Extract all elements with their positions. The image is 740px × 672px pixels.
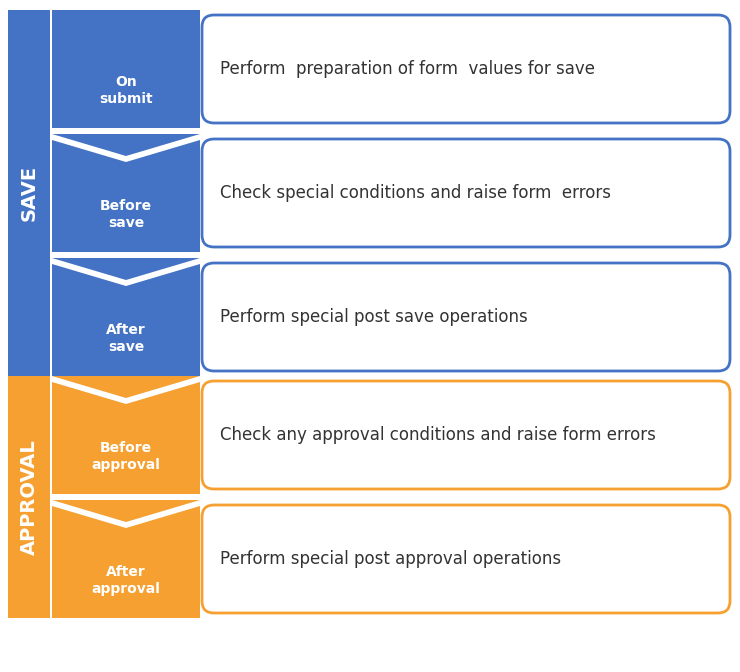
- Polygon shape: [52, 134, 200, 162]
- Text: Perform  preparation of form  values for save: Perform preparation of form values for s…: [220, 60, 595, 78]
- Text: Check special conditions and raise form  errors: Check special conditions and raise form …: [220, 184, 611, 202]
- Bar: [52, 128, 200, 134]
- Text: After
save: After save: [106, 323, 146, 354]
- Bar: [8, 376, 50, 618]
- Text: After
approval: After approval: [92, 564, 161, 596]
- Bar: [52, 10, 200, 376]
- Text: APPROVAL: APPROVAL: [19, 439, 38, 555]
- Text: Perform special post save operations: Perform special post save operations: [220, 308, 528, 326]
- Polygon shape: [52, 258, 200, 286]
- Text: Before
save: Before save: [100, 199, 152, 230]
- Polygon shape: [52, 500, 200, 618]
- Bar: [52, 494, 200, 500]
- Bar: [52, 376, 200, 618]
- Polygon shape: [52, 258, 200, 376]
- Text: Check any approval conditions and raise form errors: Check any approval conditions and raise …: [220, 426, 656, 444]
- Polygon shape: [52, 376, 200, 404]
- Polygon shape: [52, 500, 200, 528]
- FancyBboxPatch shape: [202, 15, 730, 123]
- FancyBboxPatch shape: [202, 381, 730, 489]
- FancyBboxPatch shape: [202, 263, 730, 371]
- Text: Before
approval: Before approval: [92, 441, 161, 472]
- Text: Perform special post approval operations: Perform special post approval operations: [220, 550, 561, 568]
- Text: SAVE: SAVE: [19, 165, 38, 221]
- Bar: [8, 10, 50, 376]
- FancyBboxPatch shape: [202, 505, 730, 613]
- Bar: [52, 252, 200, 258]
- FancyBboxPatch shape: [202, 139, 730, 247]
- Text: On
submit: On submit: [99, 75, 153, 106]
